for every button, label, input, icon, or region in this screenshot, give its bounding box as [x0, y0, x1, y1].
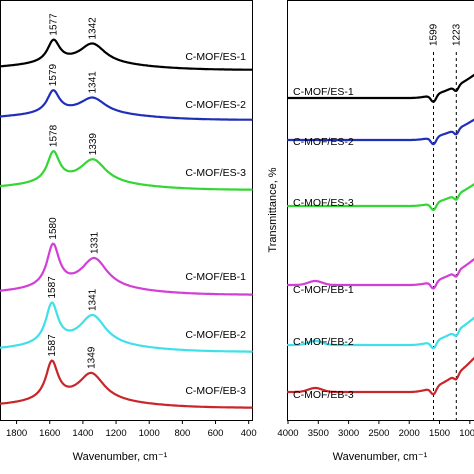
left-series-label: C-MOF/EB-3	[185, 385, 246, 397]
left-peak-label: 1341	[88, 71, 99, 94]
right-series-line	[286, 73, 474, 103]
left-peak-label: 1349	[86, 346, 97, 369]
right-traces	[286, 73, 474, 396]
left-x-axis-title: Wavenumber, cm⁻¹	[73, 451, 168, 463]
left-x-ticks: 1800 1600 1400 1200 1000 800 600 400	[6, 420, 257, 439]
left-x-tick-label: 1000	[139, 428, 160, 439]
right-x-tick-label: 3000	[338, 428, 359, 439]
left-x-tick-label: 1600	[39, 428, 60, 439]
right-series-label: C-MOF/EB-2	[293, 336, 354, 348]
left-x-tick-label: 1800	[6, 428, 27, 439]
right-x-tick-label: 1500	[429, 428, 450, 439]
right-x-axis-title: Wavenumber, cm⁻¹	[333, 451, 428, 463]
right-x-tick-label: 2000	[399, 428, 420, 439]
right-y-axis-title: Transmittance, %	[267, 167, 279, 252]
left-peak-label: 1331	[89, 231, 100, 254]
left-series-label: C-MOF/ES-2	[185, 99, 246, 111]
left-peak-label: 1587	[47, 276, 58, 299]
left-series-line	[0, 38, 253, 71]
ir-panel: 4000 3500 3000 2500 2000 1500 1000 1599 1223 C-…	[267, 0, 474, 463]
left-traces	[0, 38, 253, 409]
right-series-labels: C-MOF/ES-1 C-MOF/ES-2 C-MOF/ES-3 C-MOF/EB-1…	[293, 86, 354, 401]
left-series-line	[0, 242, 253, 296]
right-series-label: C-MOF/EB-3	[293, 389, 354, 401]
reference-line-label: 1223	[451, 23, 462, 46]
right-x-tick-label: 3500	[308, 428, 329, 439]
right-x-tick-label: 2500	[368, 428, 389, 439]
reference-line-label: 1599	[429, 23, 440, 46]
left-peak-labels: 1577 1342 1579 1341 1578 1339 1580 1331 1587 1341…	[47, 13, 100, 369]
left-x-tick-label: 400	[241, 428, 257, 439]
left-peak-label: 1339	[88, 133, 99, 156]
right-x-tick-label: 4000	[277, 428, 298, 439]
right-series-label: C-MOF/EB-1	[293, 284, 354, 296]
left-series-label: C-MOF/EB-1	[185, 271, 246, 283]
right-series-line	[286, 356, 474, 396]
left-series-line	[0, 359, 253, 409]
left-series-labels: C-MOF/ES-1 C-MOF/ES-2 C-MOF/ES-3 C-MOF/EB-1…	[185, 51, 246, 397]
right-series-line	[286, 257, 474, 290]
left-peak-label: 1579	[48, 64, 59, 87]
left-x-tick-label: 600	[208, 428, 224, 439]
right-series-label: C-MOF/ES-3	[293, 197, 354, 209]
left-peak-label: 1577	[49, 13, 60, 36]
left-peak-label: 1580	[48, 217, 59, 240]
left-series-line	[0, 150, 253, 191]
left-x-tick-label: 1200	[105, 428, 126, 439]
right-series-line	[286, 183, 474, 212]
left-peak-label: 1578	[48, 124, 59, 147]
right-series-line	[286, 316, 474, 350]
left-series-line	[0, 89, 253, 121]
right-x-tick-label: 1000	[459, 428, 474, 439]
right-series-label: C-MOF/ES-1	[293, 86, 354, 98]
right-series-label: C-MOF/ES-2	[293, 136, 354, 148]
raman-panel: 1800 1600 1400 1200 1000 800 600 400 C-MOF/ES-1…	[0, 0, 257, 463]
left-peak-label: 1341	[88, 288, 99, 311]
left-series-label: C-MOF/ES-3	[185, 167, 246, 179]
left-peak-label: 1587	[47, 334, 58, 357]
left-series-label: C-MOF/ES-1	[185, 51, 246, 63]
right-series-line	[286, 118, 474, 146]
left-x-tick-label: 1400	[72, 428, 93, 439]
right-reference-lines: 1599 1223	[429, 23, 462, 420]
left-plot-frame	[0, 0, 253, 421]
left-peak-label: 1342	[88, 17, 99, 40]
left-x-tick-label: 800	[174, 428, 190, 439]
left-series-line	[0, 301, 253, 353]
right-plot-frame	[287, 0, 474, 421]
right-x-ticks: 4000 3500 3000 2500 2000 1500 1000	[277, 420, 474, 439]
left-series-label: C-MOF/EB-2	[185, 329, 246, 341]
